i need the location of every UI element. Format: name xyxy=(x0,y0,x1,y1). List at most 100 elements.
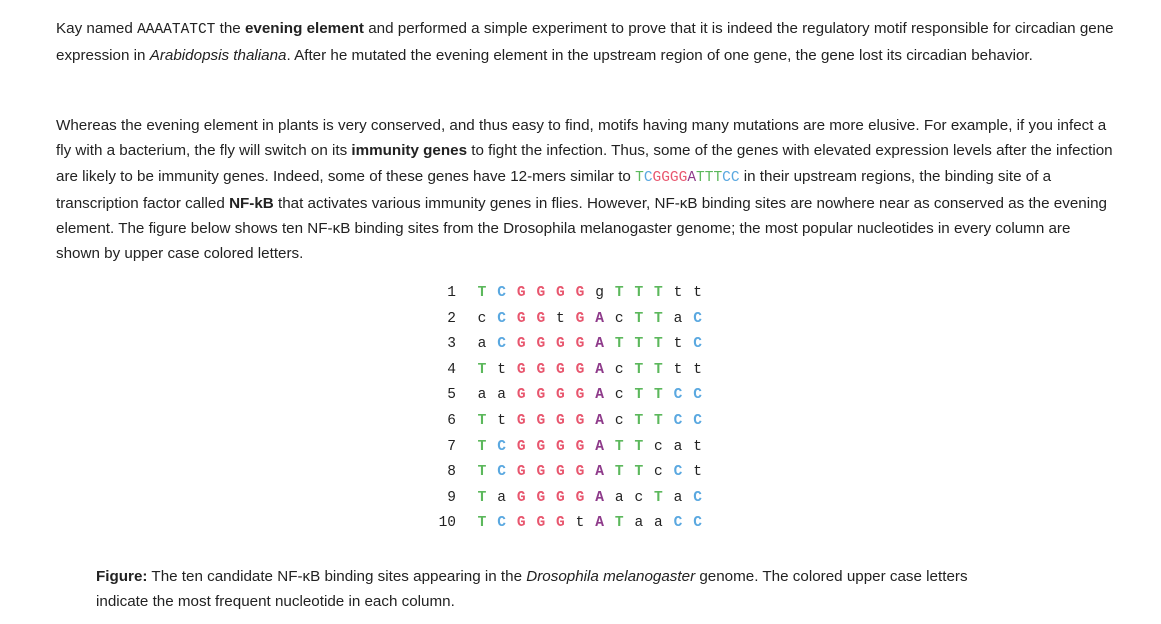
nucleotide: C xyxy=(693,515,702,532)
nfkb-term: NF-kB xyxy=(229,194,274,212)
nucleotide: c xyxy=(614,413,624,429)
nucleotide: C xyxy=(673,515,683,532)
caption-label: Figure: xyxy=(96,568,148,585)
nucleotide: G xyxy=(556,387,565,404)
nucleotide: T xyxy=(654,285,663,301)
nucleotide: T xyxy=(654,336,663,353)
nucleotide: G xyxy=(516,413,526,429)
consensus-nucleotide: G xyxy=(669,169,679,186)
nucleotide: A xyxy=(595,515,604,532)
nucleotide: G xyxy=(536,515,546,532)
evening-motif-sequence: AAAATATCT xyxy=(137,22,216,38)
row-number: 5 xyxy=(447,387,456,404)
nucleotide: G xyxy=(575,285,585,301)
nucleotide: C xyxy=(497,285,506,301)
nucleotide: T xyxy=(654,361,663,378)
nucleotide: g xyxy=(595,285,604,301)
nucleotide: a xyxy=(673,438,683,455)
text-span: in their upstream regions, the binding s… xyxy=(56,167,1052,212)
nucleotide: c xyxy=(654,438,663,455)
evening-element-term: evening element xyxy=(244,20,364,37)
nucleotide: G xyxy=(575,387,585,404)
nucleotide: G xyxy=(556,413,565,429)
nucleotide: t xyxy=(673,285,683,301)
nucleotide: c xyxy=(614,361,624,378)
nucleotide: t xyxy=(673,361,683,378)
nucleotide: G xyxy=(536,438,546,455)
nucleotide: a xyxy=(673,489,683,506)
nucleotide: T xyxy=(477,515,487,532)
nucleotide: G xyxy=(556,336,565,353)
nucleotide: a xyxy=(477,336,487,353)
row-number: 1 xyxy=(447,285,456,301)
nucleotide: T xyxy=(477,438,487,455)
nucleotide: C xyxy=(497,336,506,353)
nucleotide: a xyxy=(634,515,644,532)
row-number: 4 xyxy=(447,361,456,378)
nucleotide: G xyxy=(516,387,526,404)
text-span: Kay named xyxy=(56,20,138,37)
nucleotide: c xyxy=(614,387,624,404)
nucleotide: G xyxy=(536,361,546,378)
consensus-nucleotide: C xyxy=(730,169,740,186)
nucleotide: G xyxy=(575,336,585,353)
nucleotide: T xyxy=(477,361,487,378)
consensus-nucleotide: C xyxy=(643,169,653,186)
nucleotide: T xyxy=(654,310,663,327)
consensus-nucleotide: G xyxy=(652,169,662,186)
nucleotide: t xyxy=(693,438,702,455)
row-number: 6 xyxy=(447,413,456,429)
consensus-nucleotide: A xyxy=(687,169,697,186)
nucleotide: G xyxy=(556,489,565,506)
nucleotide: T xyxy=(654,387,663,404)
nucleotide: t xyxy=(497,413,506,429)
consensus-sequence: TCGGGGATTTCC xyxy=(635,170,739,186)
consensus-nucleotide: T xyxy=(635,169,644,186)
paragraph-nfkb: Whereas the evening element in plants is… xyxy=(56,113,1116,267)
nucleotide: a xyxy=(497,489,506,506)
row-number: 10 xyxy=(438,515,456,532)
nucleotide: A xyxy=(595,336,604,353)
text-span: the xyxy=(215,20,245,37)
nucleotide: G xyxy=(575,310,585,327)
nucleotide: T xyxy=(477,285,487,301)
nucleotide: G xyxy=(516,515,526,532)
nucleotide: T xyxy=(634,438,644,455)
nucleotide: t xyxy=(693,361,702,378)
nucleotide: t xyxy=(693,464,702,481)
nucleotide: C xyxy=(693,387,702,404)
nucleotide: G xyxy=(575,413,585,429)
nucleotide: C xyxy=(497,464,506,481)
text-span: Whereas the evening element in plants is… xyxy=(56,117,1107,160)
nucleotide: G xyxy=(575,438,585,455)
nucleotide: C xyxy=(693,310,702,327)
nucleotide: c xyxy=(634,489,644,506)
nucleotide: G xyxy=(516,489,526,506)
nucleotide: T xyxy=(614,336,624,353)
row-number: 3 xyxy=(447,336,456,353)
nucleotide: G xyxy=(556,361,565,378)
row-number: 8 xyxy=(447,464,456,481)
nucleotide: G xyxy=(536,310,546,327)
row-number: 2 xyxy=(447,310,456,327)
consensus-nucleotide: T xyxy=(696,169,705,186)
consensus-nucleotide: G xyxy=(661,169,670,186)
nucleotide: T xyxy=(634,387,644,404)
nucleotide: c xyxy=(477,310,487,327)
nucleotide: c xyxy=(614,310,624,327)
nucleotide: C xyxy=(673,387,683,404)
nucleotide: A xyxy=(595,387,604,404)
nucleotide: G xyxy=(516,285,526,301)
nucleotide: T xyxy=(614,285,624,301)
nucleotide: a xyxy=(497,387,506,404)
text-span: . After he mutated the evening element i… xyxy=(286,47,1033,65)
nucleotide: T xyxy=(477,464,487,481)
nucleotide: T xyxy=(634,361,644,378)
nucleotide: G xyxy=(516,336,526,353)
nucleotide: t xyxy=(575,515,585,532)
